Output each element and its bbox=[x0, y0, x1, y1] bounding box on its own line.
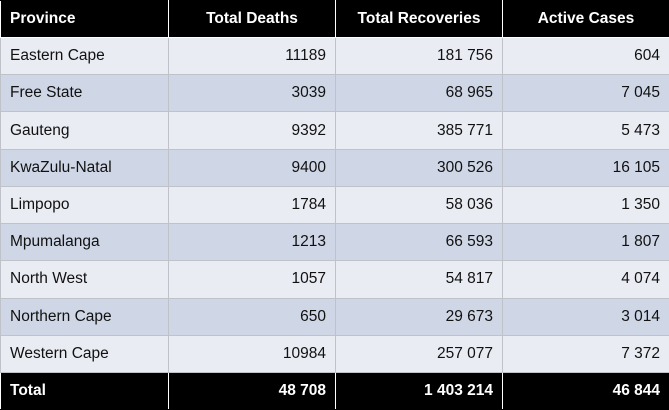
cell-province: Limpopo bbox=[0, 185, 169, 225]
table-row: Western Cape 10984 257 077 7 372 bbox=[0, 334, 669, 374]
cell-province: Gauteng bbox=[0, 111, 169, 150]
cell-total-recoveries: 58 036 bbox=[335, 185, 503, 225]
cell-province: Western Cape bbox=[0, 334, 169, 374]
table-row: Gauteng 9392 385 771 5 473 bbox=[0, 111, 669, 150]
cell-total-recoveries: 68 965 bbox=[335, 74, 503, 113]
cell-active-cases: 1 807 bbox=[502, 223, 669, 262]
cell-active-cases: 3 014 bbox=[502, 297, 669, 336]
table-row: Limpopo 1784 58 036 1 350 bbox=[0, 185, 669, 225]
cell-province: North West bbox=[0, 260, 169, 299]
cell-total-deaths: 9400 bbox=[168, 148, 336, 187]
cell-total-recoveries: 300 526 bbox=[335, 148, 503, 187]
table-row: KwaZulu-Natal 9400 300 526 16 105 bbox=[0, 148, 669, 187]
cell-active-cases: 16 105 bbox=[502, 148, 669, 187]
cell-province: Free State bbox=[0, 74, 169, 113]
total-row: Total 48 708 1 403 214 46 844 bbox=[0, 372, 669, 410]
cell-total-deaths: 3039 bbox=[168, 74, 336, 113]
cell-total-deaths: 1213 bbox=[168, 223, 336, 262]
cell-total-recoveries: 66 593 bbox=[335, 223, 503, 262]
cell-active-cases: 1 350 bbox=[502, 185, 669, 225]
table-row: Eastern Cape 11189 181 756 604 bbox=[0, 36, 669, 76]
cell-active-cases: 604 bbox=[502, 36, 669, 76]
header-total-deaths: Total Deaths bbox=[168, 0, 336, 38]
cell-active-cases: 4 074 bbox=[502, 260, 669, 299]
header-row: Province Total Deaths Total Recoveries A… bbox=[0, 0, 669, 38]
cell-total-deaths: 9392 bbox=[168, 111, 336, 150]
cell-active-cases: 7 372 bbox=[502, 334, 669, 374]
cell-province: Eastern Cape bbox=[0, 36, 169, 76]
total-deaths-value: 48 708 bbox=[168, 372, 336, 410]
header-province: Province bbox=[0, 0, 169, 38]
total-recoveries-value: 1 403 214 bbox=[335, 372, 503, 410]
cell-province: KwaZulu-Natal bbox=[0, 148, 169, 187]
table-row: North West 1057 54 817 4 074 bbox=[0, 260, 669, 299]
table-row: Free State 3039 68 965 7 045 bbox=[0, 74, 669, 113]
table-row: Mpumalanga 1213 66 593 1 807 bbox=[0, 223, 669, 262]
cell-total-deaths: 1784 bbox=[168, 185, 336, 225]
cell-province: Northern Cape bbox=[0, 297, 169, 336]
cell-total-deaths: 1057 bbox=[168, 260, 336, 299]
cell-active-cases: 7 045 bbox=[502, 74, 669, 113]
table-body: Eastern Cape 11189 181 756 604 Free Stat… bbox=[0, 36, 669, 374]
total-active-cases-value: 46 844 bbox=[502, 372, 669, 410]
cell-total-deaths: 11189 bbox=[168, 36, 336, 76]
cell-total-recoveries: 257 077 bbox=[335, 334, 503, 374]
cell-active-cases: 5 473 bbox=[502, 111, 669, 150]
table-header: Province Total Deaths Total Recoveries A… bbox=[0, 0, 669, 38]
cell-total-deaths: 650 bbox=[168, 297, 336, 336]
table-footer: Total 48 708 1 403 214 46 844 bbox=[0, 372, 669, 410]
header-total-recoveries: Total Recoveries bbox=[335, 0, 503, 38]
cell-total-recoveries: 385 771 bbox=[335, 111, 503, 150]
cell-province: Mpumalanga bbox=[0, 223, 169, 262]
cell-total-recoveries: 54 817 bbox=[335, 260, 503, 299]
total-label: Total bbox=[0, 372, 169, 410]
cell-total-recoveries: 181 756 bbox=[335, 36, 503, 76]
header-active-cases: Active Cases bbox=[502, 0, 669, 38]
cell-total-deaths: 10984 bbox=[168, 334, 336, 374]
cell-total-recoveries: 29 673 bbox=[335, 297, 503, 336]
table-row: Northern Cape 650 29 673 3 014 bbox=[0, 297, 669, 336]
